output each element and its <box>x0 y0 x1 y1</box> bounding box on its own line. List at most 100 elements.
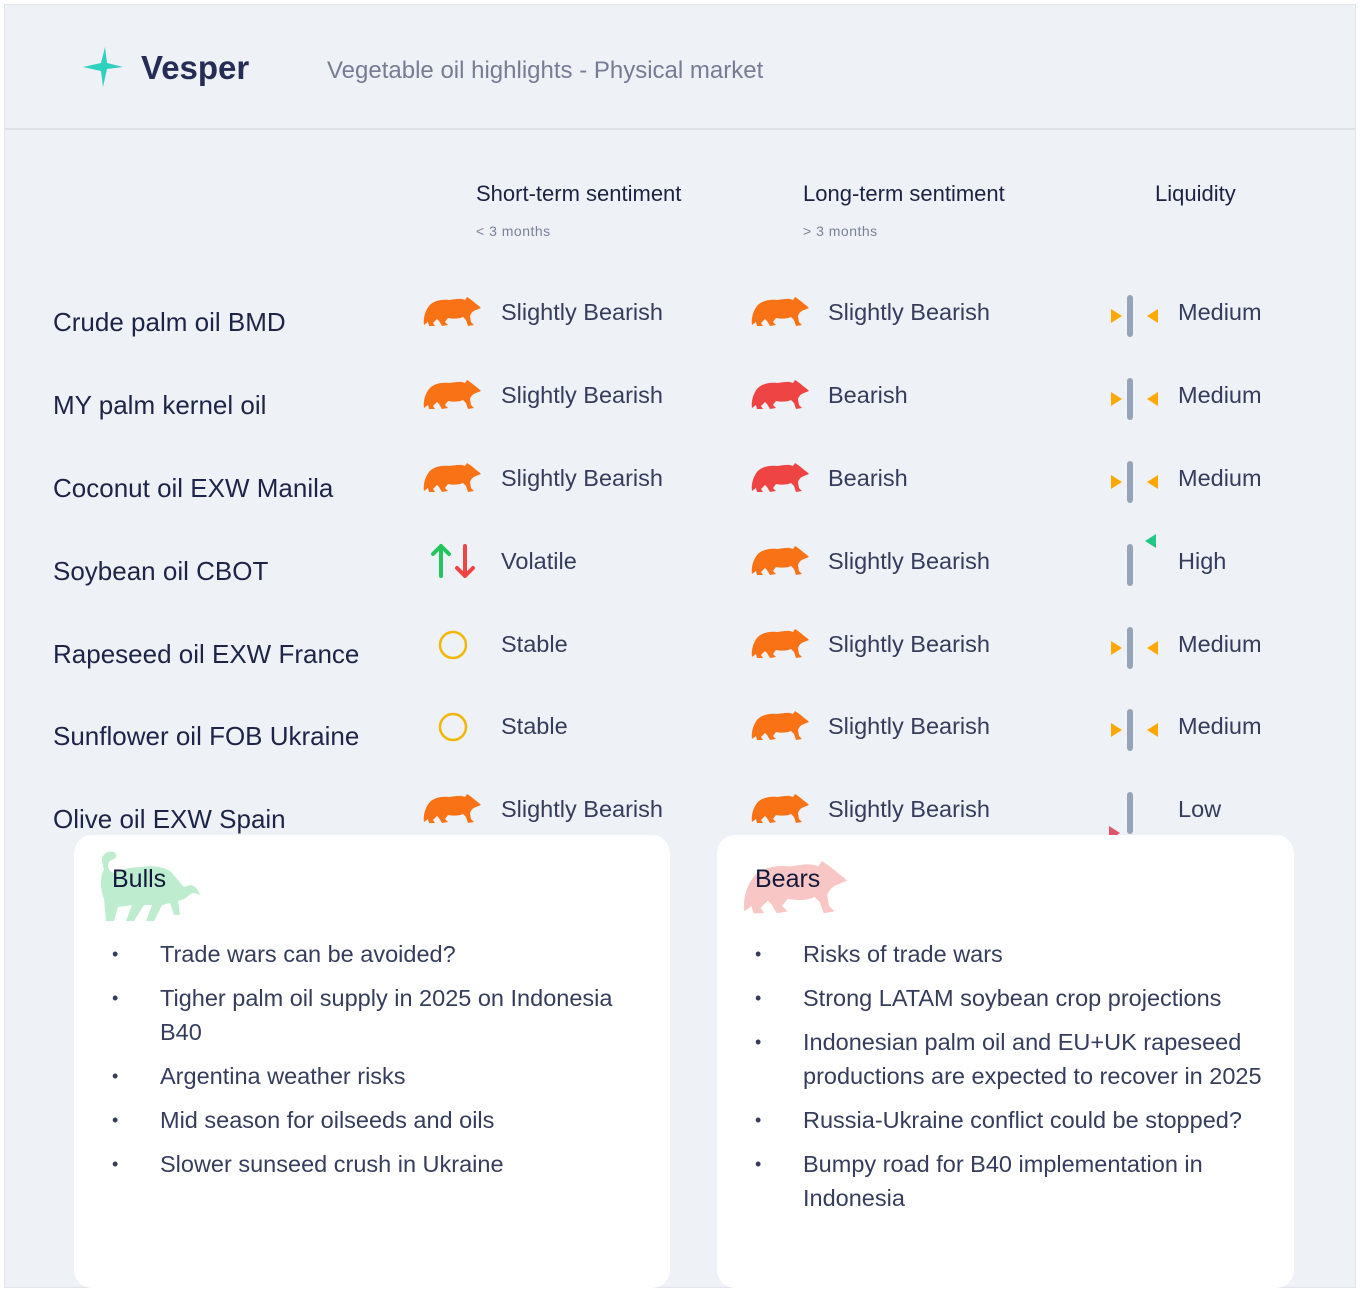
long-term-bear-icon <box>749 792 809 826</box>
long-term-header: Long-term sentiment <box>803 181 1005 206</box>
bears-list-item: Indonesian palm oil and EU+UK rapeseed p… <box>755 1025 1275 1093</box>
bulls-list-item: Slower sunseed crush in Ukraine <box>112 1147 632 1181</box>
liquidity-arrow-left-icon <box>1145 534 1156 548</box>
bears-card: Bears Risks of trade wars Strong LATAM so… <box>717 835 1294 1288</box>
long-term-bear-icon <box>749 295 809 329</box>
short-term-icon <box>421 295 481 334</box>
bears-list-item: Russia-Ukraine conflict could be stopped… <box>755 1103 1275 1137</box>
liquidity-value: Low <box>1178 796 1222 822</box>
liquidity-arrow-left-icon <box>1147 475 1158 489</box>
page-title: Vegetable oil highlights - Physical mark… <box>327 57 764 84</box>
liquidity-bar <box>1127 627 1133 669</box>
short-term-value: Slightly Bearish <box>501 299 663 325</box>
liquidity-bar <box>1127 544 1133 586</box>
table-row: Soybean oil CBOT Volatile Slightly Beari… <box>5 534 1355 604</box>
bears-list-item: Strong LATAM soybean crop projections <box>755 981 1275 1015</box>
long-term-value: Slightly Bearish <box>828 796 990 822</box>
short-term-bear-icon <box>421 295 481 329</box>
table-row: MY palm kernel oil Slightly Bearish Bear… <box>5 378 1355 438</box>
long-term-value: Bearish <box>828 465 908 491</box>
liquidity-value: Medium <box>1178 465 1262 491</box>
commodity-name: Rapeseed oil EXW France <box>53 639 360 669</box>
liquidity-bar <box>1127 461 1133 503</box>
long-term-icon <box>749 544 809 583</box>
liquidity-bar <box>1127 378 1133 420</box>
short-term-bear-icon <box>421 378 481 412</box>
long-term-value: Slightly Bearish <box>828 631 990 657</box>
short-term-icon <box>421 378 481 417</box>
short-term-circle-icon <box>438 712 468 742</box>
short-term-subheader: < 3 months <box>476 223 551 239</box>
short-term-value: Slightly Bearish <box>501 382 663 408</box>
long-term-icon <box>749 378 809 417</box>
liquidity-value: Medium <box>1178 299 1262 325</box>
table-row: Sunflower oil FOB Ukraine Stable Slightl… <box>5 709 1355 769</box>
liquidity-indicator <box>1105 617 1159 677</box>
long-term-icon <box>749 792 809 831</box>
long-term-value: Slightly Bearish <box>828 299 990 325</box>
bulls-card: Bulls Trade wars can be avoided? Tigher p… <box>74 835 670 1288</box>
long-term-icon <box>749 295 809 334</box>
liquidity-indicator <box>1105 782 1159 842</box>
liquidity-arrow-right-icon <box>1111 723 1122 737</box>
bulls-list-item: Mid season for oilseeds and oils <box>112 1103 632 1137</box>
table-row: Crude palm oil BMD Slightly Bearish Slig… <box>5 295 1355 355</box>
bears-list: Risks of trade wars Strong LATAM soybean … <box>755 937 1275 1225</box>
commodity-name: Crude palm oil BMD <box>53 307 286 337</box>
liquidity-arrow-left-icon <box>1147 392 1158 406</box>
short-term-icon <box>421 627 481 666</box>
dashboard: Vesper Vegetable oil highlights - Physic… <box>4 4 1356 1288</box>
liquidity-arrow-right-icon <box>1111 475 1122 489</box>
liquidity-bar <box>1127 709 1133 751</box>
bulls-title: Bulls <box>112 865 167 893</box>
liquidity-arrow-left-icon <box>1147 309 1158 323</box>
long-term-icon <box>749 709 809 748</box>
short-term-icon <box>423 540 483 585</box>
liquidity-bar <box>1127 792 1133 834</box>
long-term-bear-icon <box>749 378 809 412</box>
short-term-value: Slightly Bearish <box>501 465 663 491</box>
commodity-name: Sunflower oil FOB Ukraine <box>53 721 360 751</box>
short-term-up-down-arrows-icon <box>431 544 475 578</box>
commodity-name: Coconut oil EXW Manila <box>53 473 334 503</box>
brand-name: Vesper <box>141 49 250 86</box>
liquidity-header: Liquidity <box>1155 181 1236 206</box>
short-term-icon <box>421 792 481 831</box>
liquidity-arrow-right-icon <box>1111 641 1122 655</box>
liquidity-arrow-left-icon <box>1147 723 1158 737</box>
long-term-value: Slightly Bearish <box>828 548 990 574</box>
bulls-list-item: Trade wars can be avoided? <box>112 937 632 971</box>
short-term-value: Stable <box>501 631 568 657</box>
long-term-icon <box>749 461 809 500</box>
commodity-name: Soybean oil CBOT <box>53 556 269 586</box>
liquidity-bar <box>1127 295 1133 337</box>
long-term-subheader: > 3 months <box>803 223 878 239</box>
bears-list-item: Bumpy road for B40 implementation in Ind… <box>755 1147 1275 1215</box>
liquidity-indicator <box>1105 285 1159 345</box>
short-term-icon <box>421 709 481 748</box>
bears-title: Bears <box>755 865 821 893</box>
short-term-bear-icon <box>421 461 481 495</box>
commodity-name: Olive oil EXW Spain <box>53 804 286 834</box>
short-term-value: Slightly Bearish <box>501 796 663 822</box>
table-row: Coconut oil EXW Manila Slightly Bearish … <box>5 461 1355 521</box>
long-term-bear-icon <box>749 627 809 661</box>
short-term-value: Volatile <box>501 548 577 574</box>
liquidity-indicator <box>1105 699 1159 759</box>
liquidity-arrow-right-icon <box>1111 392 1122 406</box>
table-row: Olive oil EXW Spain Slightly Bearish Sli… <box>5 792 1355 852</box>
liquidity-indicator <box>1105 368 1159 428</box>
liquidity-indicator <box>1105 451 1159 511</box>
table-row: Rapeseed oil EXW France Stable Slightly … <box>5 627 1355 687</box>
bulls-list: Trade wars can be avoided? Tigher palm oi… <box>112 937 632 1191</box>
bulls-list-item: Argentina weather risks <box>112 1059 632 1093</box>
liquidity-value: High <box>1178 548 1227 574</box>
liquidity-arrow-left-icon <box>1147 641 1158 655</box>
commodity-name: MY palm kernel oil <box>53 390 267 420</box>
liquidity-arrow-right-icon <box>1109 826 1120 840</box>
liquidity-value: Medium <box>1178 631 1262 657</box>
long-term-bear-icon <box>749 544 809 578</box>
header: Vesper Vegetable oil highlights - Physic… <box>5 5 1355 130</box>
short-term-bear-icon <box>421 792 481 826</box>
long-term-bear-icon <box>749 709 809 743</box>
